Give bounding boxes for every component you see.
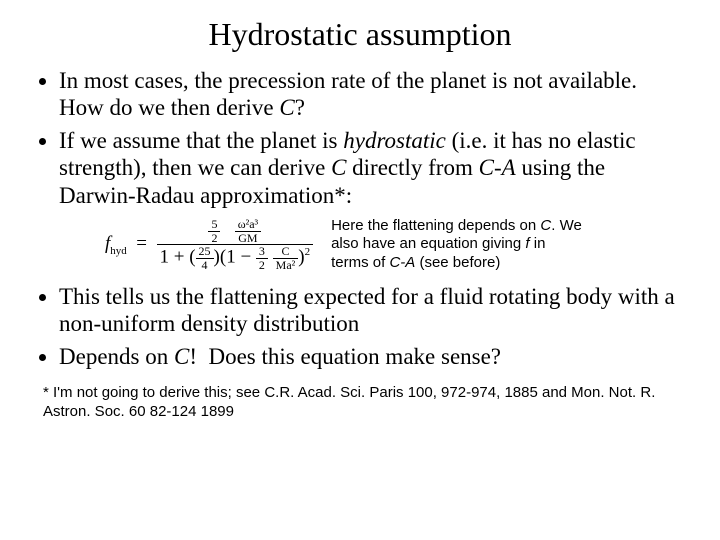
- eq-den-inner-frac-d: Ma²: [273, 258, 299, 272]
- eq-den-inner-frac-n: C: [273, 245, 299, 258]
- eq-den-inner-const: 1: [226, 247, 236, 268]
- slide: Hydrostatic assumption In most cases, th…: [0, 0, 720, 432]
- eq-den-inner-coeff-d: 2: [256, 258, 268, 272]
- bullet-list-top: In most cases, the precession rate of th…: [35, 67, 685, 209]
- bullet-text: Depends on C! Does this equation make se…: [59, 344, 501, 369]
- eq-den-const: 1: [160, 247, 170, 268]
- bullet-item: In most cases, the precession rate of th…: [59, 67, 685, 121]
- bullet-item: This tells us the flattening expected fo…: [59, 283, 685, 337]
- eq-num-coeff-n: 5: [208, 218, 220, 231]
- eq-den-coeff-n: 25: [196, 245, 214, 258]
- bullet-item: If we assume that the planet is hydrosta…: [59, 127, 685, 208]
- bullet-item: Depends on C! Does this equation make se…: [59, 343, 685, 370]
- eq-den-inner-coeff-n: 3: [256, 245, 268, 258]
- equation-note: Here the flattening depends on C. We als…: [331, 217, 586, 273]
- eq-num-coeff-d: 2: [208, 231, 220, 245]
- bullet-text: In most cases, the precession rate of th…: [59, 68, 637, 120]
- eq-lhs-sub: hyd: [110, 245, 127, 257]
- bullet-list-bottom: This tells us the flattening expected fo…: [35, 283, 685, 370]
- eq-den-power: 2: [305, 246, 311, 258]
- eq-den-coeff-d: 4: [196, 258, 214, 272]
- eq-num-frac-d: GM: [235, 231, 261, 245]
- equation-row: fhyd = 52 ω²a³GM 1 + (254)(1 − 32 CMa²)2…: [35, 217, 685, 273]
- bullet-text: If we assume that the planet is hydrosta…: [59, 128, 636, 207]
- equation: fhyd = 52 ω²a³GM 1 + (254)(1 − 32 CMa²)2: [105, 218, 313, 271]
- eq-num-frac-n: ω²a³: [235, 218, 261, 231]
- slide-title: Hydrostatic assumption: [35, 16, 685, 53]
- footnote: * I'm not going to derive this; see C.R.…: [43, 384, 677, 422]
